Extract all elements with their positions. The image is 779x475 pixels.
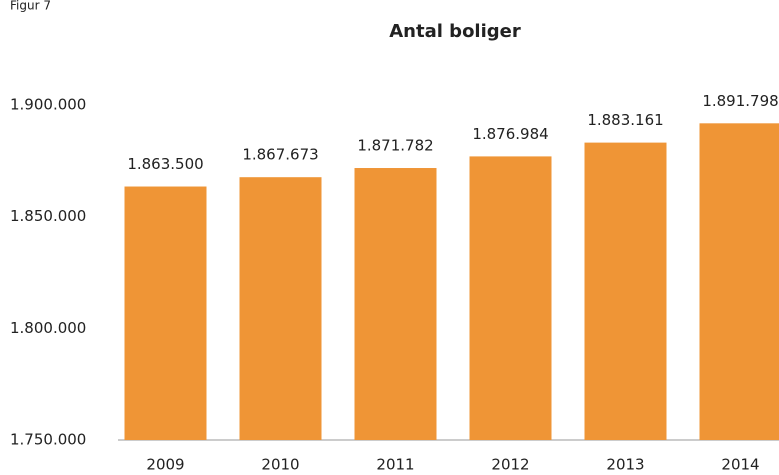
data-label: 1.891.798 <box>702 92 778 110</box>
data-label: 1.876.984 <box>472 125 548 143</box>
bar <box>239 177 322 440</box>
y-tick-label: 1.750.000 <box>10 431 86 449</box>
x-tick-label: 2012 <box>491 456 529 474</box>
y-tick-label: 1.900.000 <box>10 96 86 114</box>
y-tick-label: 1.800.000 <box>10 319 86 337</box>
bar <box>469 156 552 440</box>
x-tick-label: 2014 <box>721 456 759 474</box>
data-label: 1.863.500 <box>127 155 203 173</box>
x-tick-label: 2011 <box>376 456 414 474</box>
bar <box>124 186 207 440</box>
data-label: 1.867.673 <box>242 146 318 164</box>
bar <box>584 142 667 440</box>
x-tick-label: 2010 <box>261 456 299 474</box>
y-tick-label: 1.850.000 <box>10 207 86 225</box>
figure-label: Figur 7 <box>10 0 51 13</box>
data-label: 1.883.161 <box>587 111 663 129</box>
bar <box>354 168 437 440</box>
chart-title: Antal boliger <box>389 21 521 42</box>
x-tick-label: 2013 <box>606 456 644 474</box>
bar <box>699 123 779 440</box>
x-tick-label: 2009 <box>146 456 184 474</box>
data-label: 1.871.782 <box>357 137 433 155</box>
